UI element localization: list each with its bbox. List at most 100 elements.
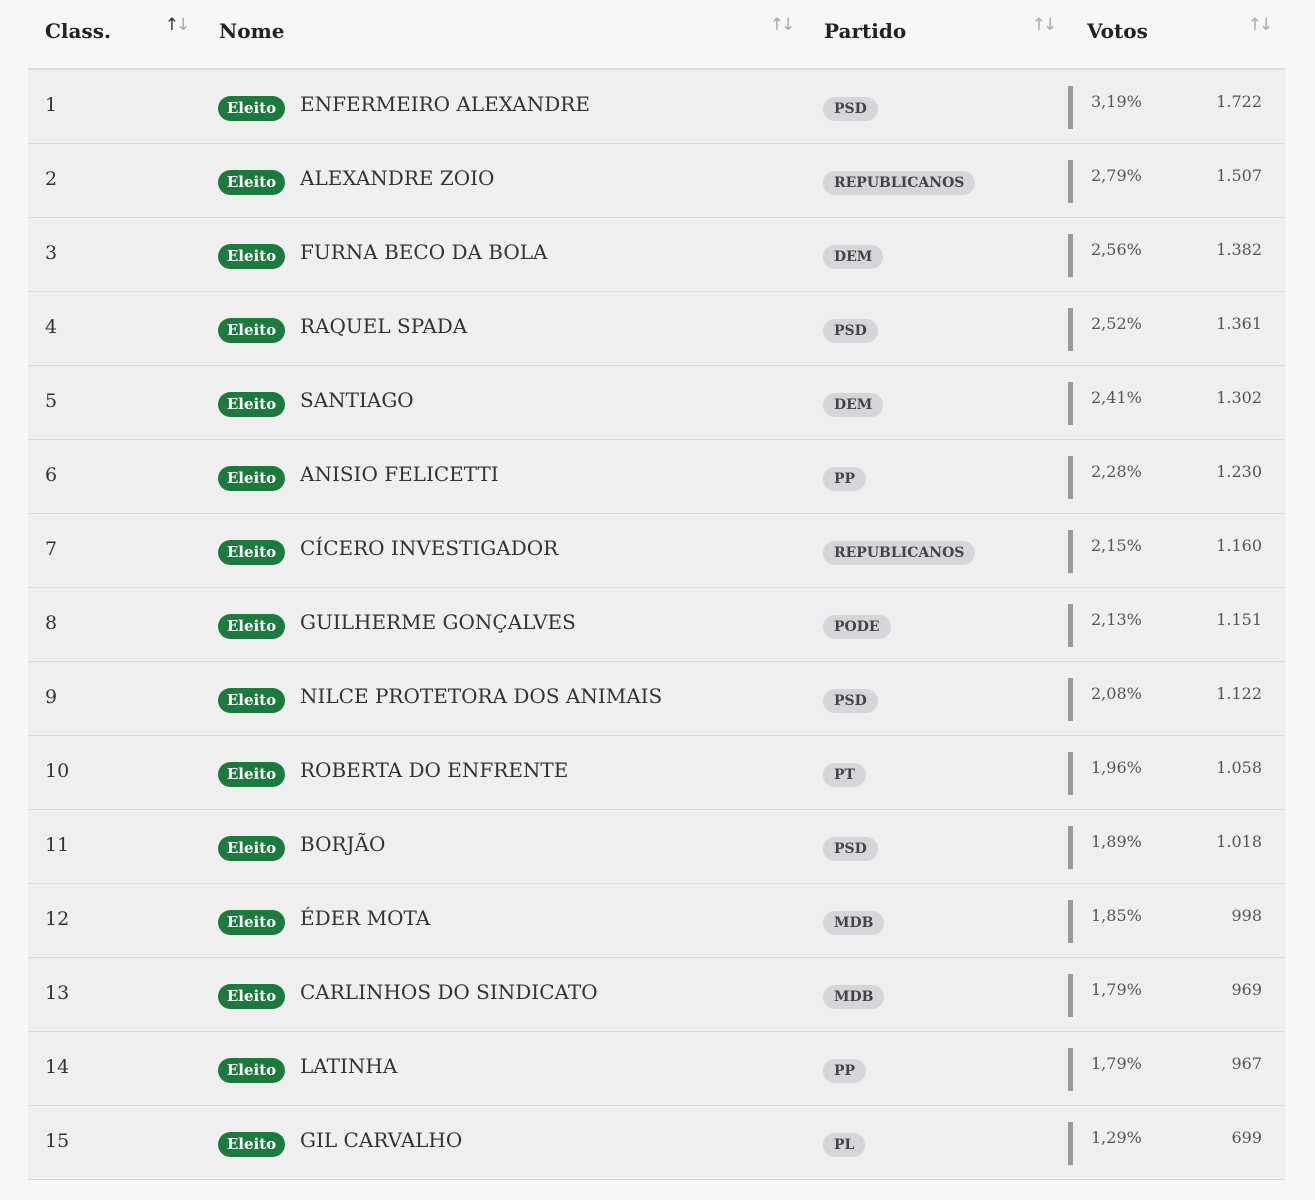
table-row: 12 Eleito ÉDER MOTA MDB 1,85% 998 bbox=[28, 884, 1285, 958]
vote-percentage: 2,41% bbox=[1091, 388, 1142, 407]
vote-count: 1.160 bbox=[1216, 536, 1262, 555]
rank-cell: 3 bbox=[45, 242, 58, 264]
table-row: 2 Eleito ALEXANDRE ZOIO REPUBLICANOS 2,79% 1.… bbox=[28, 144, 1285, 218]
vote-share-bar bbox=[1068, 826, 1073, 869]
rank-cell: 2 bbox=[45, 168, 58, 190]
vote-share-bar bbox=[1068, 530, 1073, 573]
sort-rank-icon[interactable]: ↑↓ bbox=[164, 15, 191, 35]
vote-share-bar bbox=[1068, 974, 1073, 1017]
vote-share-bar bbox=[1068, 900, 1073, 943]
elected-badge: Eleito bbox=[218, 984, 285, 1009]
candidate-name: ÉDER MOTA bbox=[300, 906, 431, 930]
vote-share-bar bbox=[1068, 1048, 1073, 1091]
elected-badge: Eleito bbox=[218, 170, 285, 195]
vote-percentage: 1,96% bbox=[1091, 758, 1142, 777]
vote-count: 1.382 bbox=[1216, 240, 1262, 259]
vote-percentage: 2,28% bbox=[1091, 462, 1142, 481]
table-row: 5 Eleito SANTIAGO DEM 2,41% 1.302 bbox=[28, 366, 1285, 440]
party-badge: PSD bbox=[823, 837, 878, 861]
sort-name-icon[interactable]: ↑↓ bbox=[769, 15, 796, 35]
rank-cell: 15 bbox=[45, 1130, 70, 1152]
candidate-name: RAQUEL SPADA bbox=[300, 314, 468, 338]
table-row: 11 Eleito BORJÃO PSD 1,89% 1.018 bbox=[28, 810, 1285, 884]
party-badge: PP bbox=[823, 467, 867, 491]
vote-percentage: 1,85% bbox=[1091, 906, 1142, 925]
party-badge: PSD bbox=[823, 689, 878, 713]
table-row: 14 Eleito LATINHA PP 1,79% 967 bbox=[28, 1032, 1285, 1106]
candidate-name: ALEXANDRE ZOIO bbox=[300, 166, 495, 190]
vote-share-bar bbox=[1068, 604, 1073, 647]
vote-percentage: 2,08% bbox=[1091, 684, 1142, 703]
vote-count: 1.122 bbox=[1216, 684, 1262, 703]
vote-percentage: 2,52% bbox=[1091, 314, 1142, 333]
table-row: 1 Eleito ENFERMEIRO ALEXANDRE PSD 3,19% 1.722 bbox=[28, 70, 1285, 144]
vote-count: 967 bbox=[1231, 1054, 1262, 1073]
table-row: 7 Eleito CÍCERO INVESTIGADOR REPUBLICANOS 2,… bbox=[28, 514, 1285, 588]
table-row: 8 Eleito GUILHERME GONÇALVES PODE 2,13% 1.151 bbox=[28, 588, 1285, 662]
elected-badge: Eleito bbox=[218, 688, 285, 713]
elected-badge: Eleito bbox=[218, 910, 285, 935]
rank-cell: 10 bbox=[45, 760, 70, 782]
vote-percentage: 2,79% bbox=[1091, 166, 1142, 185]
vote-count: 1.302 bbox=[1216, 388, 1262, 407]
sort-party-icon[interactable]: ↑↓ bbox=[1031, 15, 1058, 35]
candidate-name: LATINHA bbox=[300, 1054, 398, 1078]
vote-count: 998 bbox=[1231, 906, 1262, 925]
header-rank: Class. bbox=[45, 19, 111, 43]
elected-badge: Eleito bbox=[218, 244, 285, 269]
vote-share-bar bbox=[1068, 678, 1073, 721]
table-row: 4 Eleito RAQUEL SPADA PSD 2,52% 1.361 bbox=[28, 292, 1285, 366]
header-party: Partido bbox=[824, 19, 907, 43]
vote-share-bar bbox=[1068, 86, 1073, 129]
vote-count: 1.507 bbox=[1216, 166, 1262, 185]
elected-badge: Eleito bbox=[218, 1058, 285, 1083]
candidate-name: BORJÃO bbox=[300, 832, 386, 856]
rank-cell: 12 bbox=[45, 908, 70, 930]
elected-badge: Eleito bbox=[218, 540, 285, 565]
vote-percentage: 2,15% bbox=[1091, 536, 1142, 555]
vote-count: 1.018 bbox=[1216, 832, 1262, 851]
vote-percentage: 2,56% bbox=[1091, 240, 1142, 259]
table-body: 1 Eleito ENFERMEIRO ALEXANDRE PSD 3,19% 1.722… bbox=[28, 70, 1285, 1180]
candidate-name: ANISIO FELICETTI bbox=[300, 462, 499, 486]
candidate-name: ROBERTA DO ENFRENTE bbox=[300, 758, 569, 782]
vote-percentage: 1,89% bbox=[1091, 832, 1142, 851]
rank-cell: 8 bbox=[45, 612, 58, 634]
elected-badge: Eleito bbox=[218, 614, 285, 639]
elected-badge: Eleito bbox=[218, 318, 285, 343]
table-row: 15 Eleito GIL CARVALHO PL 1,29% 699 bbox=[28, 1106, 1285, 1180]
rank-cell: 9 bbox=[45, 686, 58, 708]
vote-count: 699 bbox=[1231, 1128, 1262, 1147]
vote-share-bar bbox=[1068, 234, 1073, 277]
rank-cell: 1 bbox=[45, 94, 58, 116]
candidate-name: ENFERMEIRO ALEXANDRE bbox=[300, 92, 590, 116]
vote-share-bar bbox=[1068, 1122, 1073, 1165]
party-badge: PT bbox=[823, 763, 866, 787]
candidate-name: FURNA BECO DA BOLA bbox=[300, 240, 548, 264]
vote-percentage: 1,79% bbox=[1091, 980, 1142, 999]
party-badge: PODE bbox=[823, 615, 891, 639]
header-name: Nome bbox=[219, 19, 285, 43]
vote-percentage: 1,79% bbox=[1091, 1054, 1142, 1073]
party-badge: PSD bbox=[823, 319, 878, 343]
vote-share-bar bbox=[1068, 382, 1073, 425]
party-badge: PL bbox=[823, 1133, 866, 1157]
vote-share-bar bbox=[1068, 160, 1073, 203]
candidate-name: CÍCERO INVESTIGADOR bbox=[300, 536, 559, 560]
vote-count: 1.058 bbox=[1216, 758, 1262, 777]
rank-cell: 7 bbox=[45, 538, 58, 560]
party-badge: DEM bbox=[823, 393, 884, 417]
vote-count: 1.722 bbox=[1216, 92, 1262, 111]
candidate-name: CARLINHOS DO SINDICATO bbox=[300, 980, 598, 1004]
sort-votes-icon[interactable]: ↑↓ bbox=[1247, 15, 1274, 35]
vote-count: 1.230 bbox=[1216, 462, 1262, 481]
vote-percentage: 3,19% bbox=[1091, 92, 1142, 111]
elected-badge: Eleito bbox=[218, 466, 285, 491]
candidate-name: GUILHERME GONÇALVES bbox=[300, 610, 576, 634]
party-badge: MDB bbox=[823, 911, 885, 935]
table-row: 13 Eleito CARLINHOS DO SINDICATO MDB 1,79% 96… bbox=[28, 958, 1285, 1032]
table-row: 9 Eleito NILCE PROTETORA DOS ANIMAIS PSD 2,0… bbox=[28, 662, 1285, 736]
party-badge: MDB bbox=[823, 985, 885, 1009]
elected-badge: Eleito bbox=[218, 392, 285, 417]
candidate-name: GIL CARVALHO bbox=[300, 1128, 463, 1152]
